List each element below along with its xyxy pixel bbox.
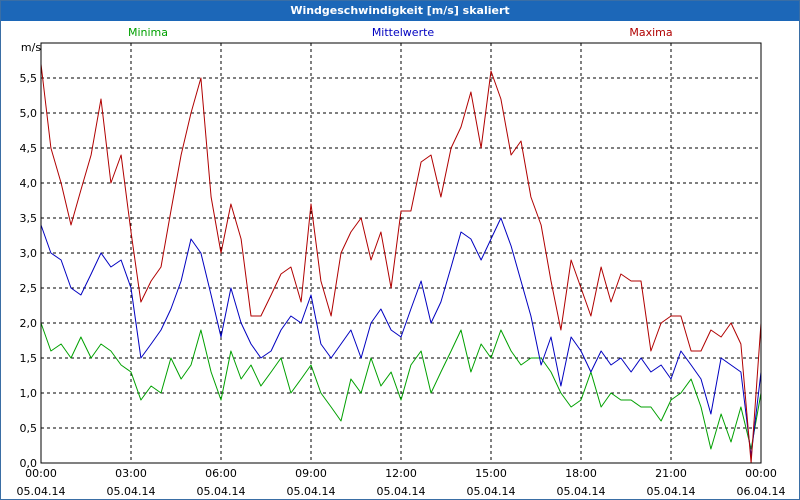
x-tick-time-label: 03:00 bbox=[115, 467, 147, 480]
x-tick-date-label: 05.04.14 bbox=[197, 485, 246, 498]
x-tick-date-label: 05.04.14 bbox=[287, 485, 336, 498]
y-tick-label: 0,5 bbox=[20, 422, 38, 435]
x-tick-time-label: 06:00 bbox=[205, 467, 237, 480]
x-tick-date-label: 05.04.14 bbox=[647, 485, 696, 498]
wind-speed-chart: 0,0 0,5 1,0 1,5 2,0 2,5 3,0 3,5 4,0 4,5 5,0 5,5 00:0… bbox=[17, 26, 786, 498]
minima-series-line bbox=[40, 322, 762, 450]
y-tick-label: 3,5 bbox=[20, 212, 38, 225]
legend-minima: Minima bbox=[128, 26, 168, 39]
x-tick-time-label: 15:00 bbox=[475, 467, 507, 480]
x-tick-date-label: 05.04.14 bbox=[557, 485, 606, 498]
plot-frame bbox=[40, 42, 762, 464]
x-tick-date-label: 05.04.14 bbox=[377, 485, 426, 498]
x-tick-time-label: 00:00 bbox=[745, 467, 777, 480]
y-tick-label: 1,0 bbox=[20, 387, 38, 400]
legend-mittelwerte: Mittelwerte bbox=[372, 26, 435, 39]
y-axis-unit: m/s bbox=[21, 41, 41, 54]
x-tick-date-label: 05.04.14 bbox=[17, 485, 66, 498]
y-tick-label: 4,5 bbox=[20, 142, 38, 155]
y-tick-label: 3,0 bbox=[20, 247, 38, 260]
window-title: Windgeschwindigkeit [m/s] skaliert bbox=[1, 1, 799, 21]
legend-maxima: Maxima bbox=[629, 26, 672, 39]
y-tick-label: 2,5 bbox=[20, 282, 38, 295]
y-tick-label: 2,0 bbox=[20, 317, 38, 330]
maxima-series-line bbox=[40, 63, 762, 464]
x-tick-time-label: 09:00 bbox=[295, 467, 327, 480]
x-tick-date-label: 06.04.14 bbox=[737, 485, 786, 498]
axes: 0,0 0,5 1,0 1,5 2,0 2,5 3,0 3,5 4,0 4,5 5,0 5,5 00:0… bbox=[17, 42, 786, 498]
grid bbox=[41, 43, 761, 463]
y-tick-label: 0,0 bbox=[20, 457, 38, 470]
y-tick-label: 5,0 bbox=[20, 107, 38, 120]
x-tick-date-label: 05.04.14 bbox=[107, 485, 156, 498]
y-tick-label: 4,0 bbox=[20, 177, 38, 190]
mittelwerte-series-line bbox=[40, 217, 762, 457]
x-tick-time-label: 12:00 bbox=[385, 467, 417, 480]
series-lines bbox=[40, 63, 762, 464]
x-tick-time-label: 18:00 bbox=[565, 467, 597, 480]
x-tick-date-label: 05.04.14 bbox=[467, 485, 516, 498]
x-tick-time-label: 21:00 bbox=[655, 467, 687, 480]
y-tick-label: 5,5 bbox=[20, 72, 38, 85]
x-tick-time-label: 00:00 bbox=[25, 467, 57, 480]
y-tick-label: 1,5 bbox=[20, 352, 38, 365]
